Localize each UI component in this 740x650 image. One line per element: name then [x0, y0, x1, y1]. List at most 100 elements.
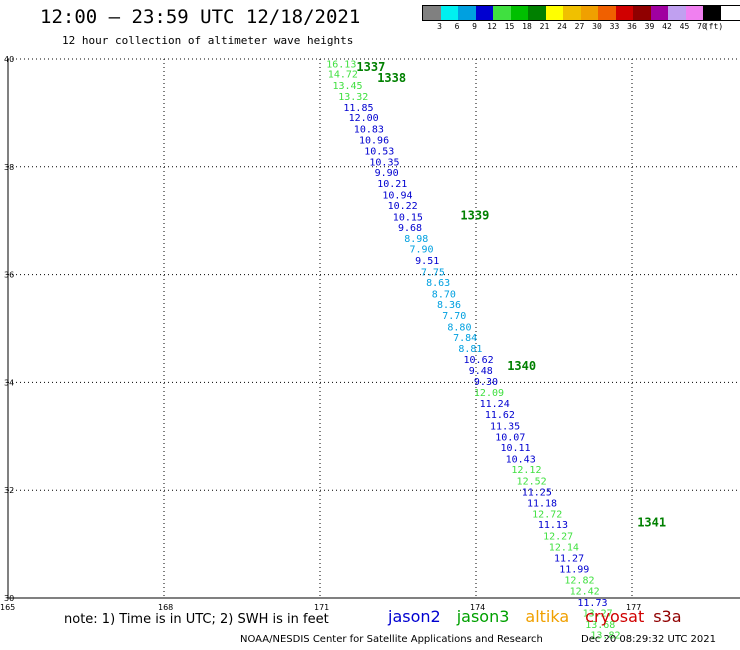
- swh-value: 11.35: [490, 422, 520, 433]
- swh-value: 12.52: [517, 476, 547, 487]
- swh-value: 13.32: [338, 92, 368, 103]
- swh-value: 13.45: [332, 81, 362, 92]
- lon-tick-label: 165: [0, 603, 15, 612]
- swh-value: 13.82: [590, 631, 620, 642]
- swh-value: 10.96: [359, 135, 389, 146]
- swh-value: 12.09: [474, 388, 504, 399]
- pass-number: 1341: [637, 516, 666, 530]
- swh-value: 8.63: [426, 278, 450, 289]
- swh-value: 7.90: [409, 245, 433, 256]
- lat-tick-label: 40: [4, 55, 14, 64]
- lon-tick-label: 177: [626, 603, 641, 612]
- swh-value: 12.00: [349, 113, 379, 124]
- lat-tick-label: 38: [4, 163, 14, 172]
- legend-label: 24: [557, 22, 567, 31]
- lat-tick-label: 34: [4, 378, 14, 387]
- legend-swatch: [650, 6, 668, 20]
- legend-swatch: [685, 6, 703, 20]
- swh-value: 9.68: [398, 223, 422, 234]
- swh-value: 13.27: [583, 609, 613, 620]
- swh-value: 9.48: [469, 366, 493, 377]
- legend-swatch: [440, 6, 458, 20]
- pass-number: 1339: [460, 208, 489, 222]
- legend-swatch: [528, 6, 546, 20]
- swh-value: 10.62: [464, 355, 494, 366]
- satellite-altika: altika: [525, 607, 570, 626]
- swh-value: 8.80: [447, 322, 471, 333]
- swh-value: 10.07: [495, 432, 525, 443]
- swh-value: 12.14: [549, 542, 579, 553]
- swh-value: 12.72: [532, 509, 562, 520]
- swh-value: 9.51: [415, 256, 439, 267]
- legend-labels: 3 6 9 12 15 18 21 24 27 30 33 36 39 42 45 70 (ft): [422, 21, 740, 33]
- swh-value: 12.12: [511, 465, 541, 476]
- legend-label: 27: [574, 22, 585, 31]
- legend-color-bar: [422, 5, 740, 21]
- lat-tick-label: 32: [4, 486, 14, 495]
- legend-label: 6: [454, 22, 460, 31]
- credit-line: NOAA/NESDIS Center for Satellite Applica…: [240, 634, 543, 645]
- swh-value: 9.30: [474, 377, 498, 388]
- satellite-jason2: jason2: [388, 607, 441, 626]
- swh-value: 11.85: [343, 103, 373, 114]
- legend-label: 45: [679, 22, 690, 31]
- legend-label: 42: [662, 22, 672, 31]
- generated-timestamp: Dec 20 08:29:32 UTC 2021: [581, 634, 716, 645]
- legend-swatch: [563, 6, 581, 20]
- legend-label: 70: [697, 22, 707, 31]
- legend-label: 9: [472, 22, 477, 31]
- wave-height-legend: 3 6 9 12 15 18 21 24 27 30 33 36 39 42 45 70 (ft): [422, 5, 740, 33]
- lat-lon-grid: [7, 58, 740, 599]
- swh-value: 10.11: [500, 443, 530, 454]
- legend-swatch: [633, 6, 651, 20]
- legend-label: (ft): [703, 22, 724, 31]
- swh-value: 12.42: [570, 586, 600, 597]
- legend-label: 30: [592, 22, 602, 31]
- lon-tick-label: 174: [470, 603, 485, 612]
- satellite-jason3: jason3: [456, 607, 510, 626]
- swh-value: 12.27: [543, 531, 573, 542]
- lon-tick-label: 171: [314, 603, 329, 612]
- legend-label: 36: [627, 22, 637, 31]
- swh-value: 7.84: [453, 333, 477, 344]
- swh-value: 10.53: [364, 147, 394, 158]
- lat-tick-label: 36: [4, 271, 14, 280]
- swh-value: 11.27: [554, 554, 584, 565]
- legend-label: 15: [504, 22, 515, 31]
- swh-value: 7.75: [421, 267, 445, 278]
- legend-label: 12: [487, 22, 497, 31]
- lat-tick-label: 30: [4, 594, 14, 603]
- swh-value: 10.22: [388, 201, 418, 212]
- swh-value: 16.13: [326, 59, 356, 70]
- satellite-cryosat: cryosat: [585, 607, 645, 626]
- legend-label: 3: [437, 22, 442, 31]
- swh-value: 8.36: [437, 300, 461, 311]
- swh-value: 7.70: [442, 311, 466, 322]
- swh-value: 9.90: [375, 168, 399, 179]
- legend-swatch: [423, 6, 441, 20]
- swh-value: 12.82: [564, 576, 594, 587]
- swh-value: 10.21: [377, 179, 407, 190]
- legend-label: 39: [644, 22, 655, 31]
- grid-tick-labels: 165 168 171 174 177 40 38 36 34 32 30: [0, 55, 641, 612]
- legend-label: 18: [522, 22, 532, 31]
- legend-swatch: [545, 6, 563, 20]
- swh-value: 11.13: [538, 520, 568, 531]
- swh-value: 10.43: [506, 454, 536, 465]
- legend-label: 21: [539, 22, 550, 31]
- map-subtitle: 12 hour collection of altimeter wave hei…: [62, 34, 354, 47]
- pass-number: 1338: [377, 71, 406, 85]
- legend-swatch: [458, 6, 476, 20]
- legend-label: 33: [609, 22, 620, 31]
- swh-value: 10.15: [393, 212, 423, 223]
- satellite-key: jason2 jason3 altika cryosat s3a: [388, 607, 698, 626]
- swh-value: 8.81: [458, 344, 482, 355]
- observation-labels: 16.1314.7213.4513.3211.8512.0010.8310.96…: [326, 59, 620, 641]
- pass-number: 1337: [356, 60, 385, 74]
- swh-value: 8.70: [432, 289, 456, 300]
- legend-swatch: [493, 6, 511, 20]
- swh-value: 11.24: [480, 399, 510, 410]
- legend-swatch: [668, 6, 686, 20]
